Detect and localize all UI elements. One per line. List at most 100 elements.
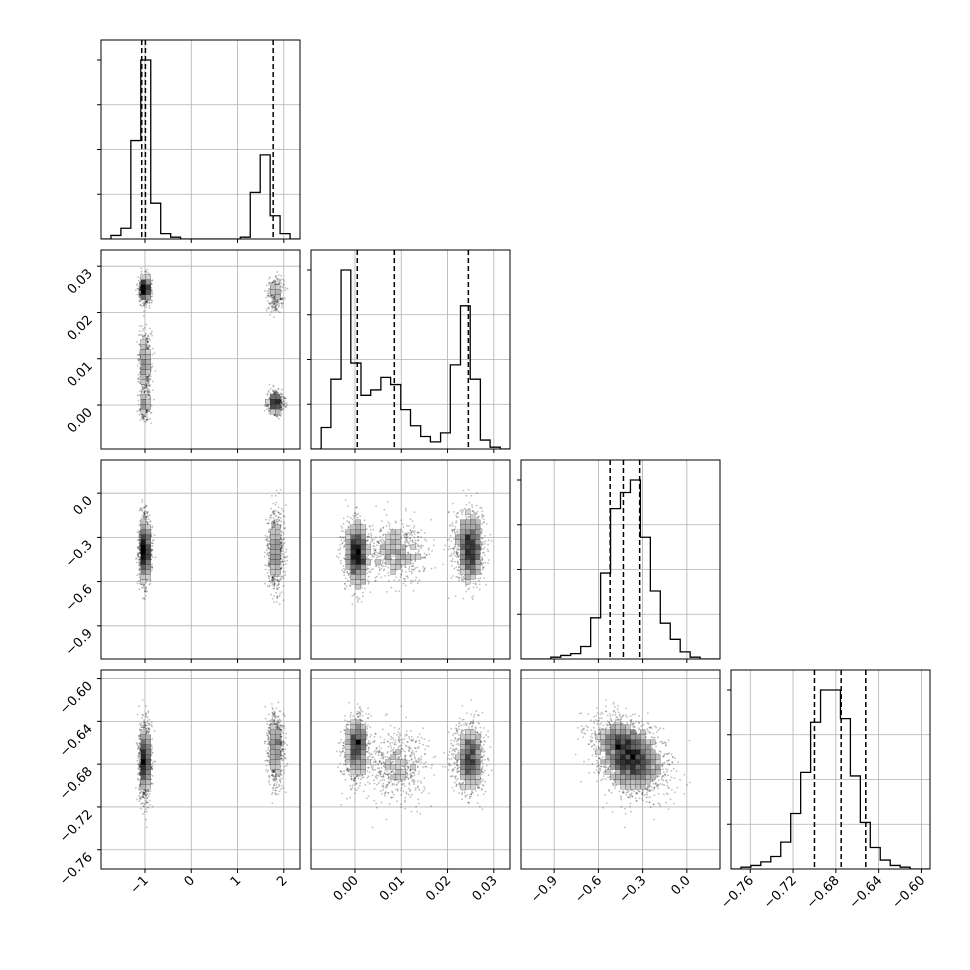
sample-point xyxy=(646,790,649,792)
sample-point xyxy=(598,772,600,775)
sample-point xyxy=(661,775,664,777)
sample-point xyxy=(281,777,283,780)
density-cell xyxy=(595,749,601,755)
sample-point xyxy=(411,750,414,753)
sample-point xyxy=(626,791,629,793)
sample-point xyxy=(145,801,148,803)
sample-point xyxy=(383,741,385,744)
sample-point xyxy=(277,727,280,729)
sample-point xyxy=(361,774,363,777)
sample-point xyxy=(375,505,377,507)
sample-point xyxy=(148,380,151,382)
sample-point xyxy=(274,717,277,720)
sample-point xyxy=(146,348,149,350)
sample-point xyxy=(275,300,277,302)
sample-point xyxy=(136,410,139,413)
sample-point xyxy=(387,740,389,743)
sample-point xyxy=(375,761,377,764)
sample-point xyxy=(143,724,146,727)
sample-point xyxy=(286,762,289,765)
sample-point xyxy=(482,755,485,758)
sample-point xyxy=(655,782,657,784)
sample-point xyxy=(272,579,275,581)
sample-point xyxy=(275,301,278,304)
panel-background xyxy=(101,250,300,449)
sample-point xyxy=(281,745,283,747)
sample-point xyxy=(148,731,150,733)
sample-point xyxy=(425,766,428,768)
sample-point xyxy=(266,734,268,737)
sample-point xyxy=(403,534,406,537)
sample-point xyxy=(374,761,377,763)
sample-point xyxy=(281,403,284,406)
sample-point xyxy=(275,390,278,393)
sample-point xyxy=(278,304,280,307)
density-cell xyxy=(145,289,151,295)
sample-point xyxy=(138,759,141,762)
sample-point xyxy=(274,280,276,282)
density-cell xyxy=(145,369,151,375)
sample-point xyxy=(145,799,148,802)
sample-point xyxy=(395,788,397,791)
sample-point xyxy=(279,557,282,560)
sample-point xyxy=(280,401,283,403)
sample-point xyxy=(138,773,141,776)
sample-point xyxy=(343,747,345,750)
sample-point xyxy=(391,761,394,763)
sample-point xyxy=(271,582,274,584)
sample-point xyxy=(458,545,461,548)
sample-point xyxy=(267,769,270,772)
sample-point xyxy=(398,590,401,593)
density-cell xyxy=(360,749,366,755)
sample-point xyxy=(611,713,614,716)
sample-point xyxy=(278,784,280,786)
density-cell xyxy=(400,759,406,765)
sample-point xyxy=(599,757,601,760)
sample-point xyxy=(479,577,482,579)
sample-point xyxy=(400,750,403,753)
sample-point xyxy=(279,781,282,784)
sample-point xyxy=(584,732,587,735)
sample-point xyxy=(356,774,358,777)
sample-point xyxy=(272,300,275,302)
sample-point xyxy=(396,783,398,786)
sample-point xyxy=(410,582,413,584)
density-cell xyxy=(350,739,356,745)
sample-point xyxy=(150,749,153,751)
density-cell xyxy=(460,754,466,760)
sample-point xyxy=(146,339,148,342)
sample-point xyxy=(340,803,343,806)
sample-point xyxy=(277,511,280,514)
sample-point xyxy=(633,726,636,729)
sample-point xyxy=(417,535,419,538)
sample-point xyxy=(656,784,659,787)
sample-point xyxy=(352,779,355,782)
sample-point xyxy=(481,523,483,525)
density-cell xyxy=(390,534,396,540)
sample-point xyxy=(138,544,141,547)
sample-point xyxy=(266,723,268,725)
sample-point xyxy=(580,731,583,734)
density-cell xyxy=(140,534,146,540)
sample-point xyxy=(403,779,406,782)
sample-point xyxy=(141,717,144,719)
sample-point xyxy=(453,749,456,751)
sample-point xyxy=(347,527,350,529)
sample-point xyxy=(366,734,368,736)
sample-point xyxy=(142,789,145,792)
sample-point xyxy=(454,766,456,769)
density-cell xyxy=(475,569,481,575)
sample-point xyxy=(406,759,408,762)
sample-point xyxy=(143,304,146,307)
density-cell xyxy=(355,569,361,575)
sample-point xyxy=(267,564,270,566)
sample-point xyxy=(489,533,492,536)
sample-point xyxy=(405,533,408,536)
sample-point xyxy=(378,530,381,533)
density-cell xyxy=(270,759,276,765)
sample-point xyxy=(148,728,151,731)
sample-point xyxy=(146,391,149,393)
sample-point xyxy=(150,299,153,302)
y-tick-label: −0.6 xyxy=(63,582,96,615)
panel-frame xyxy=(100,669,301,870)
